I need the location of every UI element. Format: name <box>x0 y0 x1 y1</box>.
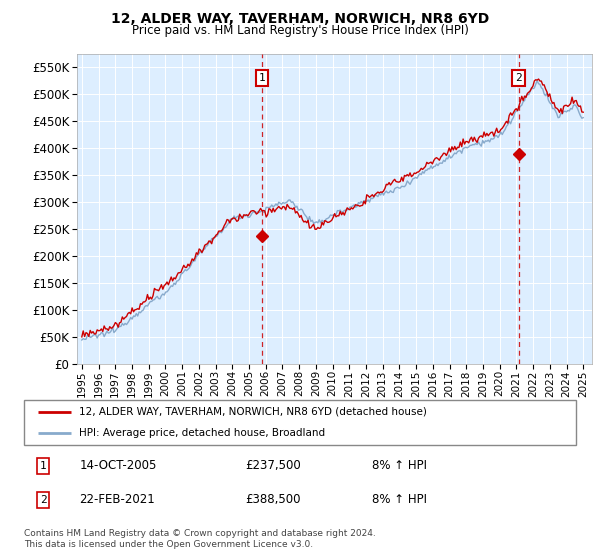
Text: Contains HM Land Registry data © Crown copyright and database right 2024.
This d: Contains HM Land Registry data © Crown c… <box>24 529 376 549</box>
Text: 1: 1 <box>259 73 266 83</box>
Text: 2: 2 <box>40 495 47 505</box>
Text: 12, ALDER WAY, TAVERHAM, NORWICH, NR8 6YD: 12, ALDER WAY, TAVERHAM, NORWICH, NR8 6Y… <box>111 12 489 26</box>
Text: £237,500: £237,500 <box>245 459 301 473</box>
Text: £388,500: £388,500 <box>245 493 301 506</box>
Text: Price paid vs. HM Land Registry's House Price Index (HPI): Price paid vs. HM Land Registry's House … <box>131 24 469 36</box>
Text: HPI: Average price, detached house, Broadland: HPI: Average price, detached house, Broa… <box>79 428 325 438</box>
Text: 22-FEB-2021: 22-FEB-2021 <box>79 493 155 506</box>
FancyBboxPatch shape <box>24 400 576 445</box>
Text: 1: 1 <box>40 461 47 471</box>
Text: 2: 2 <box>515 73 522 83</box>
Text: 14-OCT-2005: 14-OCT-2005 <box>79 459 157 473</box>
Text: 12, ALDER WAY, TAVERHAM, NORWICH, NR8 6YD (detached house): 12, ALDER WAY, TAVERHAM, NORWICH, NR8 6Y… <box>79 407 427 417</box>
Text: 8% ↑ HPI: 8% ↑ HPI <box>372 459 427 473</box>
Text: 8% ↑ HPI: 8% ↑ HPI <box>372 493 427 506</box>
